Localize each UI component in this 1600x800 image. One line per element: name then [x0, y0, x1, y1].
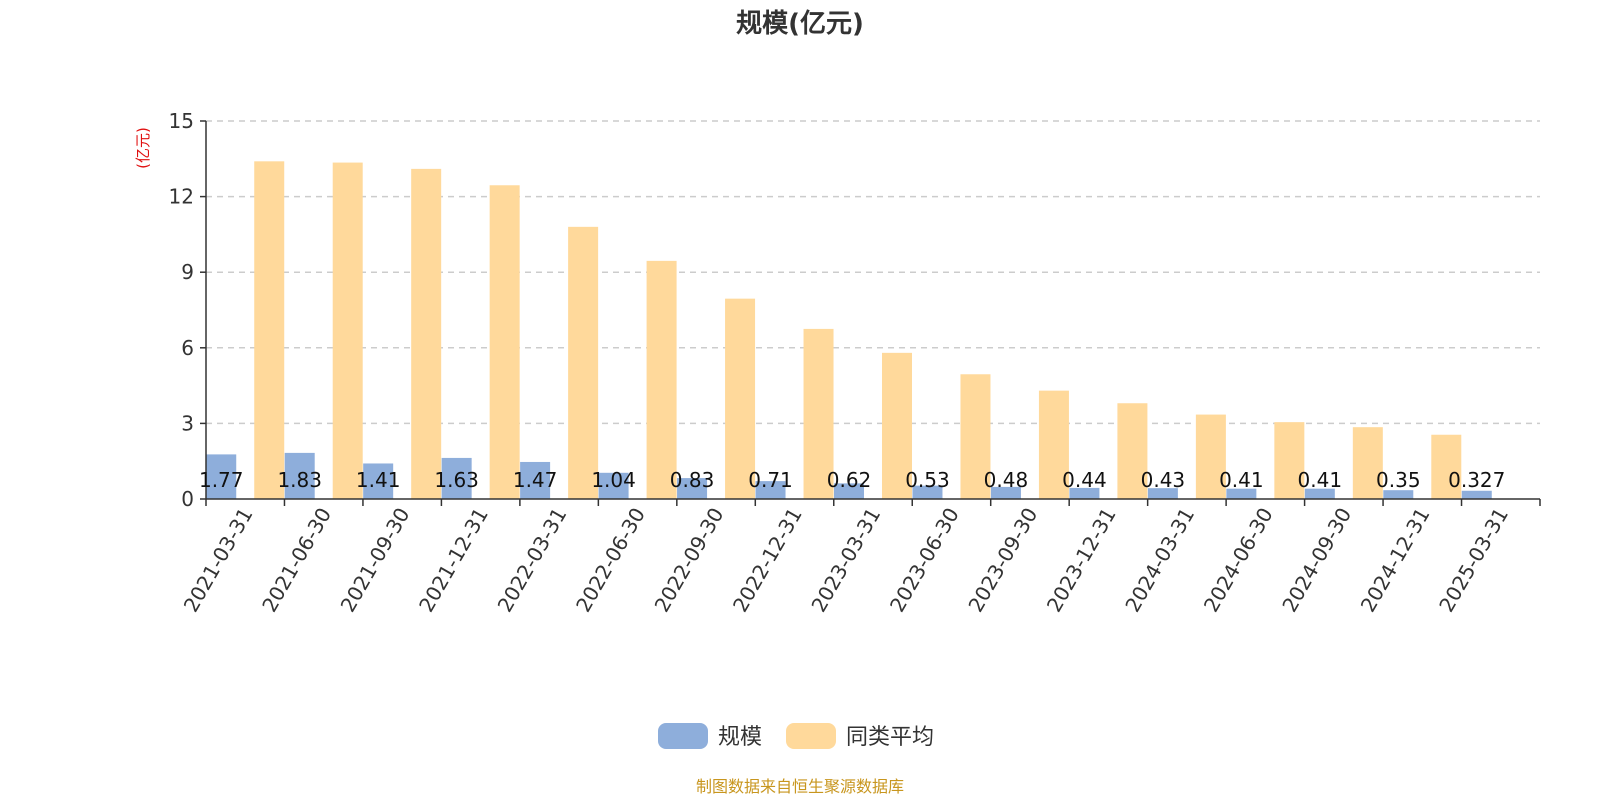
bar-peer-average [489, 185, 520, 499]
bar-data-label: 0.71 [748, 468, 793, 492]
bar-data-label: 0.44 [1062, 468, 1107, 492]
bar-peer-average [725, 298, 756, 499]
x-tick-label: 2021-06-30 [257, 504, 336, 617]
legend-label: 规模 [718, 725, 762, 750]
x-tick-label: 2022-09-30 [649, 504, 728, 617]
bar-data-label: 0.83 [670, 468, 715, 492]
bar-data-label: 0.53 [905, 468, 950, 492]
bar-scale [912, 485, 943, 499]
bar-scale [1304, 488, 1335, 499]
bar-labels: 1.77 1.83 1.41 1.63 1.47 1.04 0.83 0.71 0.62 0.53… [199, 468, 1505, 492]
source-note: 制图数据来自恒生聚源数据库 [696, 777, 904, 796]
bar-data-label: 1.63 [434, 468, 479, 492]
x-tick-label: 2023-03-31 [806, 504, 885, 617]
bar-scale [441, 457, 472, 499]
bar-scale [1147, 488, 1178, 499]
y-tick-label: 12 [169, 185, 194, 209]
bar-peer-average [1117, 403, 1148, 499]
legend: 规模 同类平均 [658, 723, 934, 750]
x-tick-label: 2022-03-31 [493, 504, 572, 617]
bar-scale [284, 452, 315, 499]
x-tick-label: 2021-12-31 [414, 504, 493, 617]
y-tick-label: 0 [181, 487, 194, 511]
x-tick-label: 2022-12-31 [728, 504, 807, 617]
bar-peer-average [803, 328, 834, 499]
bar-scale [206, 454, 237, 499]
legend-item-peer-average[interactable]: 同类平均 [786, 723, 934, 750]
bars [206, 161, 1492, 499]
bar-scale [755, 481, 786, 499]
bar-peer-average [1274, 422, 1305, 499]
bar-data-label: 0.35 [1376, 468, 1421, 492]
bar-data-label: 1.41 [356, 468, 401, 492]
bar-scale [1461, 490, 1492, 499]
bar-scale [520, 461, 551, 499]
legend-swatch [786, 723, 836, 749]
x-tick-label: 2024-03-31 [1120, 504, 1199, 617]
x-tick-label: 2023-09-30 [963, 504, 1042, 617]
bar-data-label: 0.62 [827, 468, 872, 492]
y-tick-label: 15 [169, 109, 194, 133]
bar-scale [1383, 490, 1414, 499]
x-tick-label: 2021-09-30 [336, 504, 415, 617]
bar-data-label: 1.83 [277, 468, 322, 492]
bar-data-label: 0.41 [1298, 468, 1343, 492]
bar-peer-average [568, 226, 599, 499]
y-tick-label: 3 [181, 411, 194, 435]
y-axis-unit-label: (亿元) [134, 127, 152, 169]
x-tick-label: 2024-06-30 [1199, 504, 1278, 617]
x-tick-label: 2024-09-30 [1277, 504, 1356, 617]
y-tick-label: 9 [181, 260, 194, 284]
chart-title: 规模(亿元) [736, 9, 864, 39]
legend-swatch [658, 723, 708, 749]
legend-label: 同类平均 [846, 725, 934, 750]
bar-scale [1069, 487, 1100, 499]
bar-peer-average [254, 161, 285, 499]
x-tick-label: 2024-12-31 [1356, 504, 1435, 617]
bar-peer-average [1431, 434, 1462, 499]
legend-item-scale[interactable]: 规模 [658, 723, 762, 750]
gridlines [206, 120, 1540, 425]
bar-peer-average [646, 260, 677, 499]
bar-data-label: 1.77 [199, 468, 244, 492]
bar-scale [677, 478, 708, 499]
bar-data-label: 0.43 [1141, 468, 1186, 492]
bar-peer-average [960, 374, 991, 499]
x-tick-label: 2023-12-31 [1042, 504, 1121, 617]
x-tick-label: 2025-03-31 [1434, 504, 1513, 617]
bar-data-label: 0.41 [1219, 468, 1264, 492]
bar-scale [598, 472, 629, 499]
bar-peer-average [332, 162, 363, 499]
bar-data-label: 1.04 [591, 468, 636, 492]
bar-peer-average [1195, 414, 1226, 499]
x-tick-label: 2021-03-31 [179, 504, 258, 617]
bar-scale [990, 486, 1021, 499]
x-tick-label: 2023-06-30 [885, 504, 964, 617]
bar-data-label: 1.47 [513, 468, 558, 492]
bar-peer-average [882, 352, 912, 499]
x-tick-label: 2022-06-30 [571, 504, 650, 617]
y-tick-label: 6 [181, 336, 194, 360]
bar-scale [834, 483, 864, 499]
bar-data-label: 0.327 [1448, 468, 1505, 492]
bar-data-label: 0.48 [984, 468, 1029, 492]
bar-peer-average [1352, 427, 1383, 499]
bar-peer-average [411, 168, 442, 499]
bar-peer-average [1038, 390, 1069, 499]
bar-scale [1226, 488, 1257, 499]
bar-scale [363, 463, 394, 499]
